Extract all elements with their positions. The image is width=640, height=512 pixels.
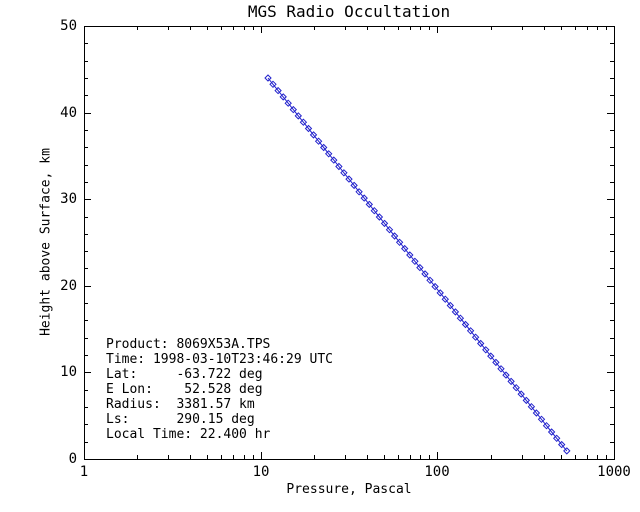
annotation-line-product: Product: 8069X53A.TPS	[106, 337, 271, 352]
axes-box	[84, 26, 615, 460]
annotation-block: Product: 8069X53A.TPS Time: 1998-03-10T2…	[106, 337, 333, 442]
annotation-line-time: Time: 1998-03-10T23:46:29 UTC	[106, 352, 333, 367]
y-tick-label: 30	[60, 191, 77, 207]
annotation-line-lat: Lat: -63.722 deg	[106, 367, 263, 382]
y-tick-label: 10	[60, 364, 77, 380]
profile-markers	[264, 74, 571, 455]
annotation-line-elon: E Lon: 52.528 deg	[106, 382, 263, 397]
x-axis-label: Pressure, Pascal	[286, 482, 412, 497]
axis-ticks	[84, 26, 615, 460]
x-tick-label: 10	[252, 464, 270, 480]
annotation-line-localtime: Local Time: 22.400 hr	[106, 427, 271, 442]
annotation-line-radius: Radius: 3381.57 km	[106, 397, 255, 412]
x-tick-label: 1	[79, 464, 89, 480]
chart-title: MGS Radio Occultation	[247, 2, 451, 21]
y-tick-label: 20	[60, 278, 77, 294]
x-tick-label: 100	[424, 464, 450, 480]
annotation-line-ls: Ls: 290.15 deg	[106, 412, 255, 427]
y-tick-label: 0	[68, 451, 77, 467]
profile-line	[267, 77, 568, 452]
y-tick-label: 40	[60, 105, 77, 121]
y-axis-label: Height above Surface, km	[38, 148, 54, 336]
x-tick-label: 1000	[597, 464, 631, 480]
y-tick-label: 50	[60, 18, 77, 34]
